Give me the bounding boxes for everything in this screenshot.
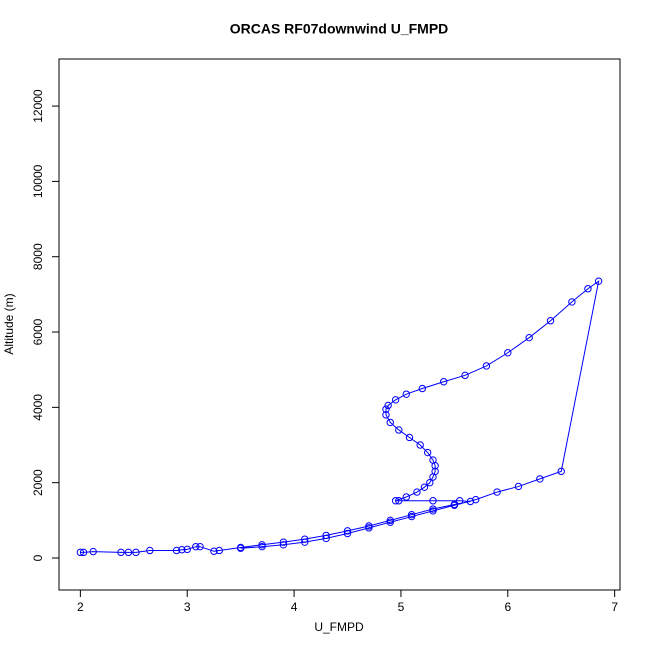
x-tick-label: 3 xyxy=(184,600,191,614)
data-point xyxy=(386,518,394,526)
data-point xyxy=(172,546,181,555)
data-point xyxy=(258,542,266,551)
data-point xyxy=(183,545,191,554)
y-tick-label: 10000 xyxy=(31,164,45,198)
x-tick-label: 5 xyxy=(398,600,405,614)
y-axis-label: Altitude (m) xyxy=(2,293,16,354)
y-tick-label: 0 xyxy=(31,554,45,561)
data-point xyxy=(429,505,437,513)
data-point xyxy=(192,542,200,551)
data-point xyxy=(258,541,266,549)
data-point xyxy=(365,524,373,532)
data-point xyxy=(594,277,603,285)
data-point xyxy=(568,298,576,306)
data-point xyxy=(504,349,512,357)
y-tick-label: 12000 xyxy=(31,89,45,123)
data-point xyxy=(456,497,464,505)
data-point xyxy=(301,538,309,546)
data-point xyxy=(439,378,448,386)
data-point xyxy=(117,548,125,557)
data-point xyxy=(322,531,330,540)
data-point xyxy=(382,411,390,419)
data-point xyxy=(386,418,394,427)
data-point xyxy=(395,497,403,505)
data-point xyxy=(461,371,469,380)
trajectory-line xyxy=(80,280,600,553)
plot-frame xyxy=(58,58,621,591)
x-tick-label: 6 xyxy=(504,600,511,614)
data-point xyxy=(402,493,410,501)
data-point xyxy=(466,497,475,506)
data-point xyxy=(196,542,204,551)
data-point xyxy=(146,546,154,555)
data-point xyxy=(423,448,432,457)
y-tick-label: 8000 xyxy=(31,243,45,270)
data-point xyxy=(426,478,434,487)
y-tick-label: 4000 xyxy=(31,394,45,421)
data-point xyxy=(407,510,416,519)
data-point xyxy=(365,522,373,530)
data-point xyxy=(416,441,424,449)
y-tick-label: 6000 xyxy=(31,318,45,345)
data-point xyxy=(584,285,592,293)
data-point xyxy=(546,317,555,325)
data-point xyxy=(79,548,88,557)
data-point xyxy=(418,384,427,393)
data-point xyxy=(132,548,140,557)
data-point xyxy=(384,401,392,410)
data-point xyxy=(557,467,565,476)
data-point xyxy=(429,456,437,464)
data-point xyxy=(472,495,480,504)
data-point xyxy=(76,548,85,557)
data-point xyxy=(395,426,403,434)
x-tick-label: 4 xyxy=(291,600,298,614)
data-point xyxy=(429,507,437,515)
x-axis-label: U_FMPD xyxy=(314,620,364,634)
data-point xyxy=(89,547,97,556)
data-point xyxy=(525,333,533,342)
data-point xyxy=(386,516,394,525)
data-point xyxy=(420,483,429,491)
data-point xyxy=(322,534,330,543)
data-point xyxy=(402,390,410,398)
data-point xyxy=(178,546,186,554)
data-point xyxy=(429,497,437,505)
data-point xyxy=(405,433,414,442)
data-point xyxy=(215,546,223,555)
data-point xyxy=(236,544,245,552)
y-tick-label: 2000 xyxy=(31,469,45,496)
data-point xyxy=(493,488,501,496)
x-tick-label: 7 xyxy=(611,600,618,614)
data-point xyxy=(343,529,352,538)
data-point xyxy=(279,541,288,549)
data-point xyxy=(279,538,288,546)
data-point xyxy=(514,482,523,491)
data-point xyxy=(343,527,352,535)
data-point xyxy=(536,475,544,483)
data-point xyxy=(431,467,439,476)
x-tick-label: 2 xyxy=(77,600,84,614)
data-point xyxy=(450,501,459,509)
data-point xyxy=(482,362,491,370)
data-point xyxy=(382,405,390,413)
data-point xyxy=(391,497,400,505)
data-point xyxy=(301,535,309,543)
data-point xyxy=(210,547,218,555)
data-point xyxy=(407,512,416,521)
chart-title: ORCAS RF07downwind U_FMPD xyxy=(230,21,449,37)
data-point xyxy=(413,488,421,496)
data-point xyxy=(124,548,133,557)
data-point xyxy=(391,396,400,404)
